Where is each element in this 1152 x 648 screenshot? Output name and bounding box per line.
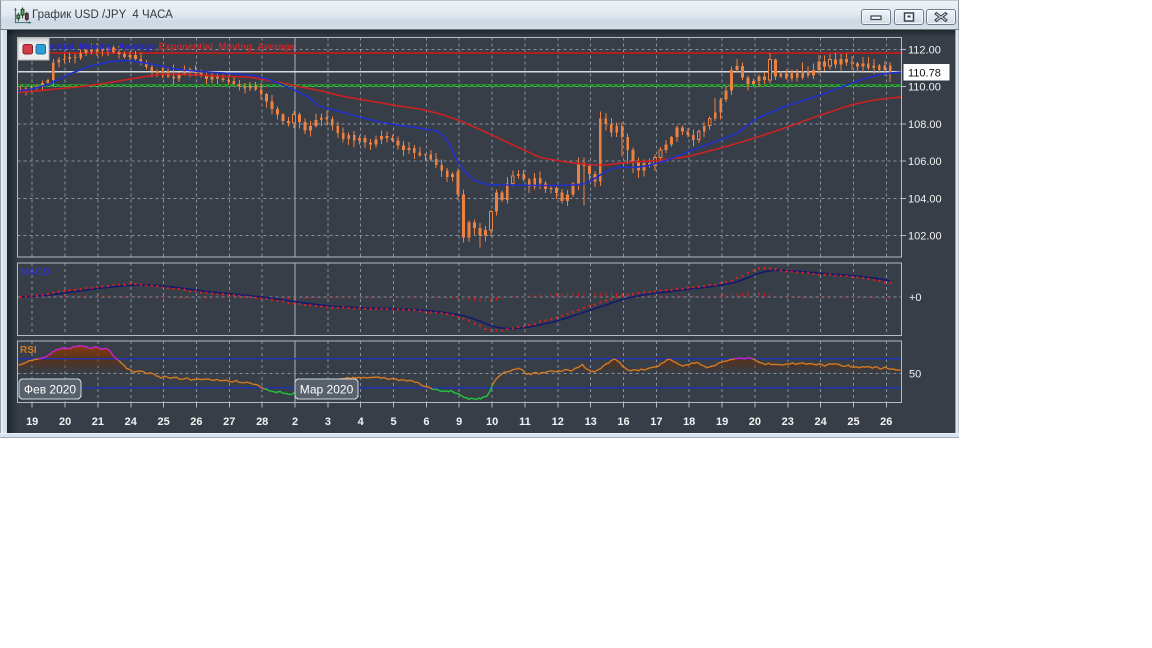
svg-text:28: 28 — [256, 416, 268, 428]
svg-text:Exponential_Moving_Average: Exponential_Moving_Average — [20, 42, 156, 53]
svg-text:23: 23 — [782, 416, 794, 428]
svg-text:16: 16 — [617, 416, 629, 428]
svg-text:110.78: 110.78 — [908, 68, 941, 80]
svg-text:10: 10 — [486, 416, 498, 428]
svg-text:18: 18 — [683, 416, 695, 428]
svg-text:4: 4 — [358, 416, 365, 428]
svg-text:Мар 2020: Мар 2020 — [300, 383, 354, 397]
svg-text:5: 5 — [391, 416, 397, 428]
svg-text:19: 19 — [26, 416, 38, 428]
svg-text:20: 20 — [59, 416, 71, 428]
svg-text:24: 24 — [125, 416, 138, 428]
svg-text:12: 12 — [552, 416, 564, 428]
svg-text:RSI: RSI — [20, 345, 37, 356]
svg-text:26: 26 — [190, 416, 202, 428]
svg-text:21: 21 — [92, 416, 104, 428]
svg-text:17: 17 — [650, 416, 662, 428]
svg-text:6: 6 — [423, 416, 429, 428]
svg-text:MACD: MACD — [20, 267, 50, 278]
svg-text:+0: +0 — [909, 292, 922, 304]
svg-text:13: 13 — [585, 416, 597, 428]
svg-text:3: 3 — [325, 416, 331, 428]
svg-text:,Exponential_Moving_Average: ,Exponential_Moving_Average — [156, 42, 295, 53]
svg-text:110.00: 110.00 — [908, 82, 941, 94]
svg-text:50: 50 — [909, 369, 921, 381]
svg-text:25: 25 — [157, 416, 169, 428]
svg-text:19: 19 — [716, 416, 728, 428]
svg-text:27: 27 — [223, 416, 235, 428]
svg-text:104.00: 104.00 — [908, 193, 942, 205]
svg-text:2: 2 — [292, 416, 298, 428]
svg-text:9: 9 — [456, 416, 462, 428]
svg-text:108.00: 108.00 — [908, 119, 942, 131]
svg-text:24: 24 — [814, 416, 827, 428]
svg-text:112.00: 112.00 — [908, 45, 941, 57]
svg-text:102.00: 102.00 — [908, 231, 942, 243]
svg-text:26: 26 — [880, 416, 892, 428]
svg-text:20: 20 — [749, 416, 761, 428]
svg-text:Фев 2020: Фев 2020 — [24, 383, 77, 397]
svg-text:11: 11 — [519, 416, 531, 428]
svg-text:106.00: 106.00 — [908, 156, 942, 168]
svg-text:25: 25 — [847, 416, 859, 428]
